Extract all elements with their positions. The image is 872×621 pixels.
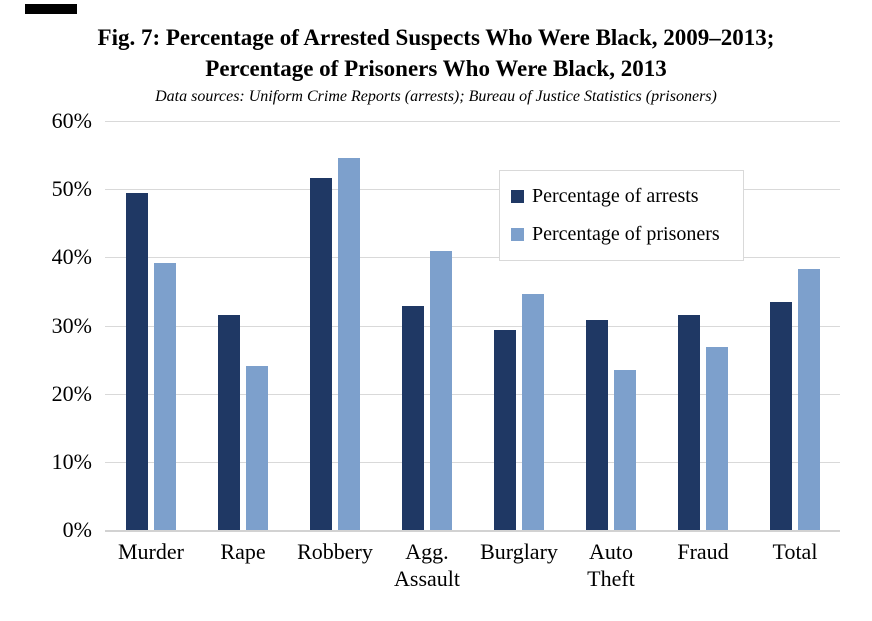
bar-prisoners-auto-theft [614,369,636,530]
x-axis-category-label: Burglary [480,539,558,564]
legend: Percentage of arrests Percentage of priso… [499,170,744,261]
y-axis-tick-label: 40% [51,244,92,270]
bar-arrests-total [770,301,792,530]
x-axis-category-label: Murder [118,539,184,564]
bar-prisoners-total [798,268,820,530]
y-axis-tick-label: 60% [51,108,92,133]
x-axis-category-label: Auto Theft [587,539,635,591]
scan-artifact-mark [25,4,77,14]
legend-swatch-percentage-of-arrests [511,190,524,204]
x-axis-category-label: Agg. Assault [394,539,460,591]
chart-subtitle: Data sources: Uniform Crime Reports (arr… [155,88,717,105]
legend-item: Percentage of arrests [511,185,743,208]
legend-label: Percentage of prisoners [532,222,720,245]
bar-arrests-rape [218,314,240,530]
bar-arrests-auto-theft [586,320,608,530]
x-axis-category-label: Rape [220,539,266,564]
bar-prisoners-robbery [338,158,360,530]
y-axis-tick-label: 0% [62,517,92,542]
legend-swatch-percentage-of-prisoners [511,227,524,241]
y-axis-tick-label: 20% [51,380,92,406]
bar-prisoners-agg-assault [430,251,452,530]
legend-label: Percentage of arrests [532,185,699,208]
bar-arrests-murder [126,193,148,530]
legend-item: Percentage of prisoners [511,223,743,246]
chart-title-line-1: Fig. 7: Percentage of Arrested Suspects … [97,25,775,50]
bar-arrests-robbery [310,178,332,530]
chart-title-line-2: Percentage of Prisoners Who Were Black, … [205,56,667,81]
bar-arrests-burglary [494,330,516,530]
x-axis-line [105,530,840,532]
gridline [105,461,840,463]
gridline [105,257,840,259]
bar-prisoners-burglary [522,294,544,530]
bar-arrests-agg-assault [402,306,424,530]
bar-prisoners-rape [246,366,268,530]
gridline [105,393,840,395]
chart-title: Fig. 7: Percentage of Arrested Suspects … [0,22,872,84]
gridline [105,189,840,191]
y-axis-tick-label: 10% [51,448,92,474]
y-axis-tick-label: 30% [51,312,92,338]
x-axis-category-label: Robbery [297,539,373,564]
x-axis-category-label: Fraud [677,539,729,564]
gridline [105,325,840,327]
bar-prisoners-fraud [706,347,728,530]
gridline [105,121,840,122]
bar-arrests-fraud [678,315,700,530]
bar-prisoners-murder [154,263,176,530]
y-axis-tick-label: 50% [51,176,92,202]
x-axis-category-label: Total [772,539,818,564]
